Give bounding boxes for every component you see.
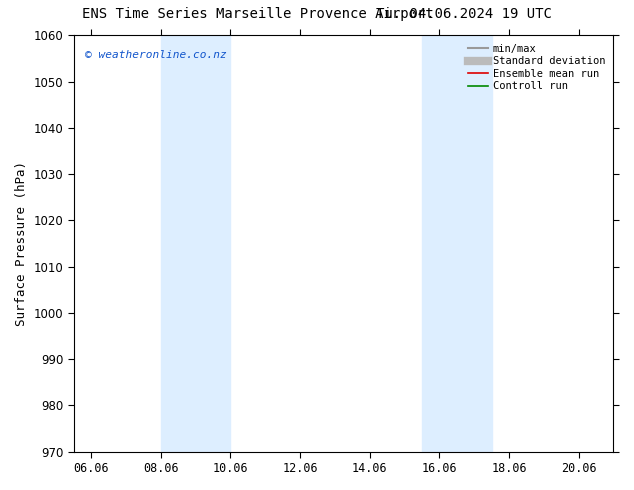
Text: Tu. 04.06.2024 19 UTC: Tu. 04.06.2024 19 UTC <box>376 7 552 22</box>
Text: ENS Time Series Marseille Provence Airport: ENS Time Series Marseille Provence Airpo… <box>82 7 434 22</box>
Bar <box>422 35 491 452</box>
Y-axis label: Surface Pressure (hPa): Surface Pressure (hPa) <box>15 161 28 326</box>
Legend: min/max, Standard deviation, Ensemble mean run, Controll run: min/max, Standard deviation, Ensemble me… <box>465 41 608 95</box>
Bar <box>161 35 230 452</box>
Text: © weatheronline.co.nz: © weatheronline.co.nz <box>84 50 226 60</box>
